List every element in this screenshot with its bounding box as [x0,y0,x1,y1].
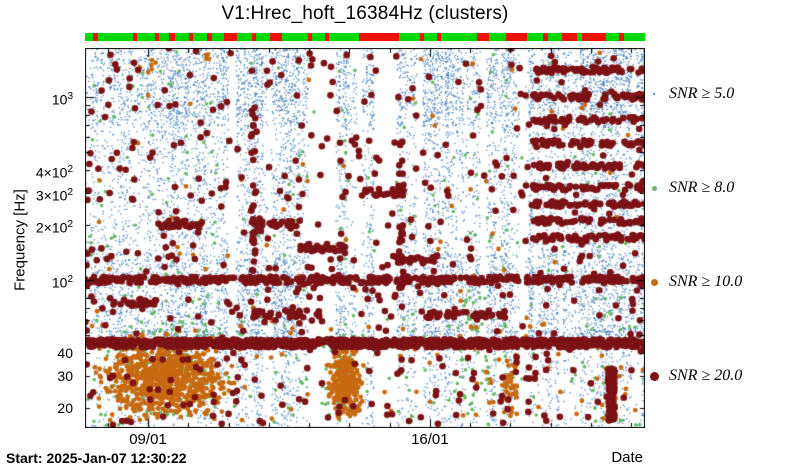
start-time-label: Start: 2025-Jan-07 12:30:22 [6,450,187,466]
segment-bar [85,33,645,41]
y-tick-label: 20 [57,400,73,416]
snr20-marker-icon [648,371,660,381]
segment-bar-alert [132,33,137,41]
scatter-plot-canvas [85,48,645,428]
chart-title: V1:Hrec_hoft_16384Hz (clusters) [221,3,509,24]
legend-label: SNR ≥ 5.0 [669,85,735,102]
x-tick-label: 09/01 [129,431,167,448]
x-tick-labels: 09/01 16/01 [85,431,645,449]
segment-bar-alert [562,33,577,41]
y-tick-labels: 103 4×102 3×102 2×102 102 40 30 20 [0,48,79,428]
segment-bar-alert [169,33,175,41]
snr10-marker-icon [648,278,660,286]
segment-bar-alert [359,33,399,41]
snr8-marker-icon [648,185,660,191]
segment-bar-alert [543,33,548,41]
legend-item: SNR ≥ 10.0 [648,272,742,292]
segment-bar-alert [223,33,238,41]
legend: SNR ≥ 5.0 SNR ≥ 8.0 SNR ≥ 10.0 SNR ≥ 20.… [648,84,742,386]
y-tick-label: 102 [51,274,73,291]
segment-bar-alert [436,33,442,41]
legend-label: SNR ≥ 10.0 [669,273,743,290]
segment-bar-alert [618,33,625,41]
segment-bar-alert [307,33,313,41]
segment-bar-alert [506,33,528,41]
y-tick-label: 103 [51,91,73,108]
y-tick-label: 30 [57,368,73,384]
legend-item: SNR ≥ 20.0 [648,366,742,386]
legend-item: SNR ≥ 8.0 [648,178,742,198]
segment-bar-alert [324,33,330,41]
y-tick-label: 40 [57,345,73,361]
segment-bar-alert [251,33,257,41]
snr5-marker-icon [648,93,660,95]
segment-bar-alert [93,33,99,41]
x-tick-label: 16/01 [411,431,449,448]
y-tick-label: 3×102 [35,187,73,204]
segment-bar-alert [477,33,490,41]
legend-label: SNR ≥ 8.0 [669,179,735,196]
segment-bar-alert [582,33,606,41]
x-axis-label: Date [611,449,643,466]
y-axis-label: Frequency [Hz] [11,189,29,291]
segment-bar-alert [207,33,212,41]
legend-label: SNR ≥ 20.0 [669,367,743,384]
segment-bar-alert [188,33,194,41]
y-tick-label: 4×102 [35,164,73,181]
segment-bar-alert [419,33,425,41]
segment-bar-alert [269,33,283,41]
legend-item: SNR ≥ 5.0 [648,84,742,104]
segment-bar-alert [155,33,160,41]
y-tick-label: 2×102 [35,219,73,236]
